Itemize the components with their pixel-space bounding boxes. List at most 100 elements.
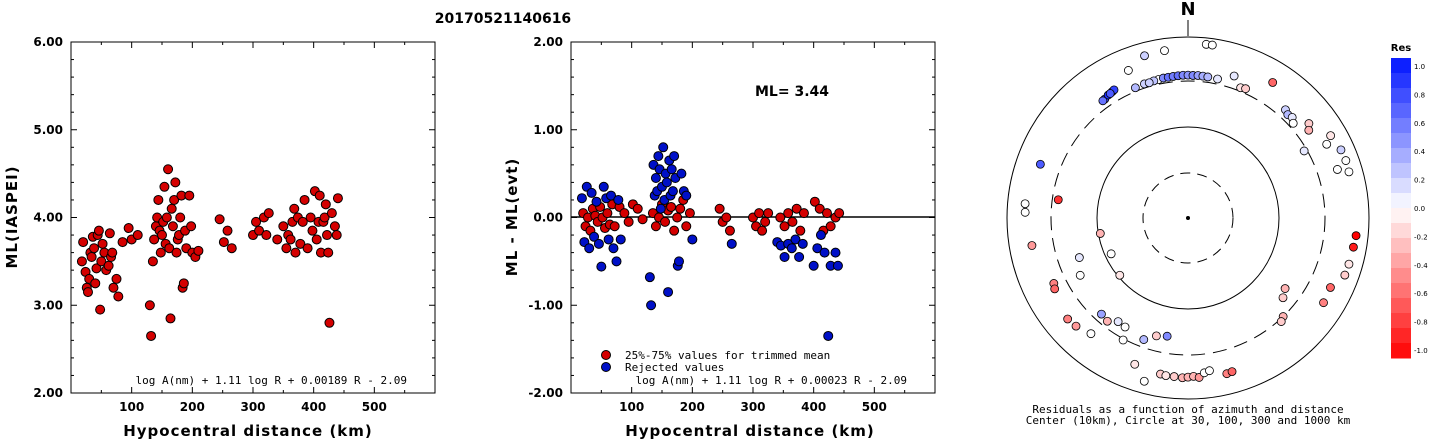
data-point	[311, 234, 322, 245]
data-point	[78, 237, 89, 248]
x-tick-label: 500	[862, 400, 887, 414]
data-point	[178, 278, 189, 289]
y-tick-label: 3.00	[33, 298, 63, 312]
accepted-point	[814, 203, 825, 214]
station-residual	[1053, 195, 1063, 205]
left-x-ticks: 100 200 300 400 500	[100, 42, 406, 414]
station-residual	[1152, 331, 1161, 341]
middle-panel: 2.00 1.00 0.00 -1.00 -2.00 100 200 300 400 500 M…	[503, 35, 936, 440]
rejected-point	[832, 260, 843, 271]
accepted-point	[669, 225, 680, 236]
rejected-point	[815, 230, 826, 241]
station-residual	[1074, 253, 1084, 262]
rejected-point	[606, 190, 617, 201]
station-residual	[1115, 270, 1125, 280]
rejected-point	[676, 168, 687, 179]
station-residual	[1229, 71, 1239, 81]
rejected-point	[661, 177, 672, 188]
ring-100km	[1096, 126, 1280, 310]
station-residual	[1063, 314, 1073, 324]
colorbar-cell	[1391, 163, 1411, 179]
colorbar-tick-label: 0.6	[1414, 120, 1426, 128]
data-point	[226, 243, 237, 254]
rejected-point	[726, 238, 737, 249]
accepted-point	[779, 221, 790, 232]
data-point	[214, 214, 225, 225]
ring-300km	[1050, 80, 1326, 356]
data-point	[90, 278, 101, 289]
rejected-point	[608, 243, 619, 254]
data-point	[186, 221, 197, 232]
rejected-point	[797, 238, 808, 249]
data-point	[314, 190, 325, 201]
data-point	[159, 181, 170, 192]
colorbar-tick-label: -0.8	[1414, 319, 1428, 327]
colorbar-cell	[1391, 298, 1411, 314]
accepted-point	[825, 221, 836, 232]
rejected-point	[673, 256, 684, 267]
x-tick-label: 100	[119, 400, 144, 414]
data-point	[222, 225, 233, 236]
data-point	[86, 251, 97, 262]
legend-accepted-marker	[601, 350, 611, 360]
station-residual	[1280, 284, 1290, 293]
data-point	[95, 304, 106, 315]
accepted-point	[602, 208, 613, 219]
accepted-point	[609, 221, 620, 232]
rejected-point	[830, 247, 841, 258]
colorbar-cell	[1391, 133, 1411, 149]
colorbar-tick-label: 0.8	[1414, 91, 1425, 99]
station-residual	[1160, 46, 1169, 56]
colorbar-cell	[1391, 88, 1411, 104]
rejected-point	[808, 260, 819, 271]
left-points	[76, 164, 343, 341]
station-residual	[1139, 376, 1149, 386]
rejected-point	[669, 151, 680, 162]
data-point	[132, 230, 143, 241]
data-point	[281, 243, 292, 254]
y-tick-label: 2.00	[533, 35, 563, 49]
colorbar-cells	[1391, 58, 1411, 359]
accepted-point	[632, 203, 643, 214]
colorbar-cell	[1391, 178, 1411, 194]
station-residual	[1020, 207, 1030, 217]
rejected-point	[663, 287, 674, 298]
station-residual	[1071, 321, 1081, 331]
colorbar-tick-label: 1.0	[1414, 63, 1425, 71]
data-point	[163, 164, 174, 175]
colorbar-cell	[1391, 313, 1411, 329]
accepted-point	[724, 225, 735, 236]
data-point	[103, 260, 114, 271]
colorbar-cell	[1391, 268, 1411, 284]
station-residual	[1241, 84, 1250, 94]
colorbar-cell	[1391, 238, 1411, 254]
rejected-point	[666, 164, 677, 175]
data-point	[82, 287, 93, 298]
x-tick-label: 100	[619, 400, 644, 414]
rejected-point	[681, 190, 692, 201]
ml-value-label: ML= 3.44	[755, 84, 829, 100]
station-residual	[1095, 229, 1105, 238]
data-point	[175, 212, 186, 223]
data-point	[89, 243, 100, 254]
colorbar-tick-label: -0.2	[1414, 233, 1428, 241]
accepted-point	[684, 208, 695, 219]
legend-rejected-label: Rejected values	[625, 361, 724, 374]
rejected-point	[576, 193, 587, 204]
data-point	[302, 243, 313, 254]
station-residual	[1344, 259, 1354, 269]
colorbar-tick-label: 0.2	[1414, 177, 1425, 185]
x-tick-label: 200	[180, 400, 205, 414]
x-tick-label: 500	[362, 400, 387, 414]
data-point	[169, 194, 180, 205]
colorbar-cell	[1391, 223, 1411, 239]
data-point	[332, 193, 343, 204]
y-tick-label: 0.00	[533, 211, 563, 225]
colorbar-cell	[1391, 328, 1411, 344]
data-point	[111, 273, 122, 284]
station-residual	[1120, 322, 1130, 332]
mid-y-axis-label: ML - ML(evt)	[503, 158, 521, 276]
y-tick-label: 6.00	[33, 35, 63, 49]
data-point	[149, 234, 160, 245]
